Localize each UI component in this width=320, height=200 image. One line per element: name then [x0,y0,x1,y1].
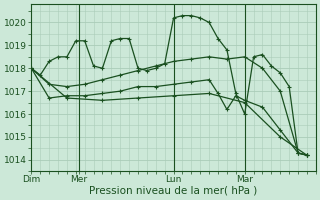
X-axis label: Pression niveau de la mer( hPa ): Pression niveau de la mer( hPa ) [90,186,258,196]
